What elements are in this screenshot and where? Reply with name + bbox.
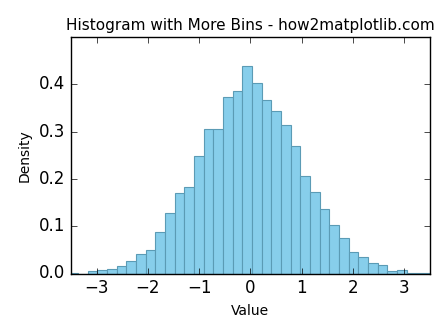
Bar bbox=[184, 187, 194, 274]
Bar bbox=[349, 252, 358, 274]
Bar bbox=[242, 66, 252, 274]
Bar bbox=[213, 129, 223, 274]
Bar bbox=[194, 156, 204, 274]
Bar bbox=[107, 269, 116, 274]
Bar bbox=[339, 238, 349, 274]
Bar bbox=[417, 273, 426, 274]
Bar bbox=[233, 91, 242, 274]
Bar bbox=[300, 176, 310, 274]
Bar bbox=[281, 125, 291, 274]
Bar bbox=[271, 112, 281, 274]
Bar bbox=[378, 265, 388, 274]
Bar bbox=[358, 257, 368, 274]
Bar bbox=[165, 213, 175, 274]
Title: Histogram with More Bins - how2matplotlib.com: Histogram with More Bins - how2matplotli… bbox=[66, 18, 435, 33]
Bar bbox=[155, 233, 165, 274]
Bar bbox=[116, 266, 126, 274]
Bar bbox=[252, 83, 262, 274]
Bar bbox=[397, 270, 407, 274]
X-axis label: Value: Value bbox=[231, 304, 270, 318]
Y-axis label: Density: Density bbox=[18, 129, 32, 181]
Bar bbox=[329, 225, 339, 274]
Bar bbox=[262, 100, 271, 274]
Bar bbox=[223, 97, 233, 274]
Bar bbox=[87, 271, 97, 274]
Bar bbox=[310, 193, 320, 274]
Bar bbox=[146, 250, 155, 274]
Bar bbox=[291, 145, 300, 274]
Bar bbox=[320, 209, 329, 274]
Bar bbox=[407, 273, 417, 274]
Bar bbox=[388, 271, 397, 274]
Bar bbox=[126, 261, 136, 274]
Bar bbox=[204, 129, 213, 274]
Bar bbox=[97, 270, 107, 274]
Bar bbox=[136, 254, 146, 274]
Bar bbox=[175, 194, 184, 274]
Bar bbox=[368, 263, 378, 274]
